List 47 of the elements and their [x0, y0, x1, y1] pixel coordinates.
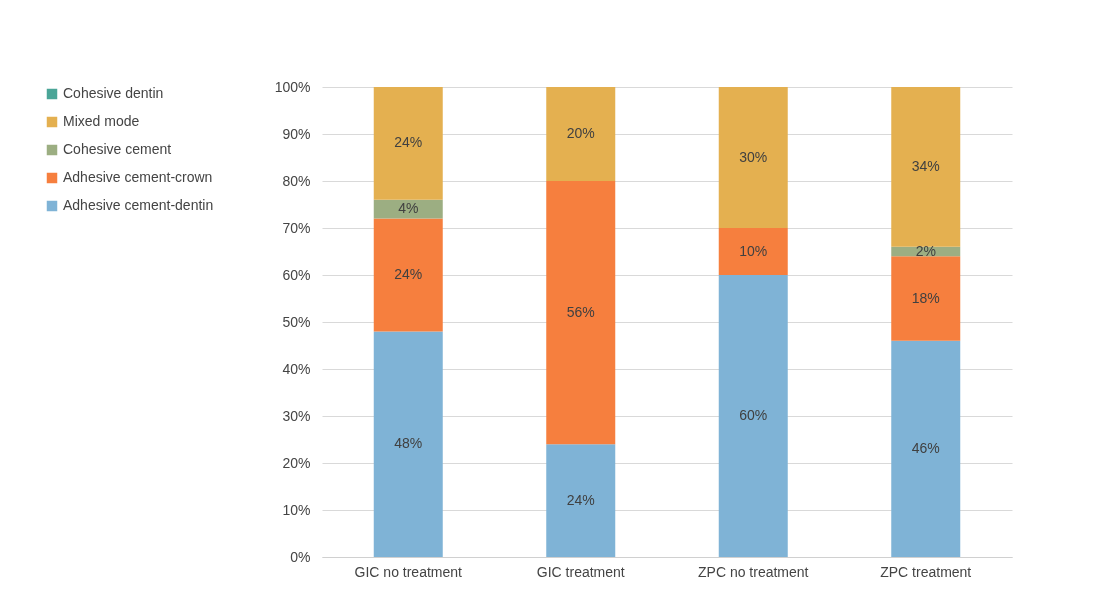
bar — [546, 181, 616, 445]
y-tick-label: 60% — [282, 266, 311, 283]
data-label: 2% — [915, 242, 936, 259]
data-label: 24% — [566, 491, 595, 508]
y-tick-label: 20% — [282, 454, 311, 471]
x-tick-label: ZPC no treatment — [698, 563, 809, 580]
bar — [373, 87, 443, 200]
data-label: 20% — [566, 125, 595, 141]
bar — [891, 256, 961, 341]
y-tick-label: 30% — [282, 407, 311, 424]
y-tick-label: 50% — [282, 313, 311, 330]
data-label: 56% — [566, 303, 595, 320]
data-label: 18% — [911, 289, 940, 306]
bar — [891, 87, 961, 247]
y-tick-label: 0% — [290, 548, 311, 565]
x-tick-label: GIC treatment — [536, 563, 625, 580]
data-label: 30% — [739, 148, 768, 165]
y-tick-label: 80% — [282, 172, 311, 189]
bar — [718, 275, 788, 557]
bar — [718, 228, 788, 275]
data-label: 34% — [911, 157, 940, 174]
legend-label: Adhesive cement-dentin — [63, 197, 214, 213]
x-tick-label: ZPC treatment — [880, 563, 972, 580]
legend-label: Cohesive dentin — [63, 85, 164, 101]
data-label: 24% — [394, 266, 423, 282]
data-label: 24% — [394, 134, 423, 151]
y-tick-label: 90% — [282, 125, 311, 142]
y-tick-label: 10% — [282, 501, 311, 518]
bar — [546, 87, 616, 181]
legend-label: Cohesive cement — [63, 141, 172, 157]
data-label: 48% — [394, 435, 423, 452]
data-label: 46% — [911, 439, 940, 456]
bar — [373, 218, 443, 332]
x-tick-label: GIC no treatment — [354, 563, 463, 580]
data-label: 60% — [739, 407, 768, 423]
data-label: 10% — [739, 242, 768, 259]
bar — [546, 444, 616, 557]
data-label: 4% — [398, 200, 419, 217]
y-tick-label: 100% — [274, 78, 311, 95]
bar — [373, 331, 443, 557]
bar — [718, 87, 788, 228]
y-tick-label: 70% — [282, 219, 311, 236]
bar — [891, 340, 961, 557]
bar — [373, 199, 443, 219]
legend-label: Adhesive cement-crown — [63, 169, 213, 185]
y-tick-label: 40% — [282, 360, 311, 377]
legend-label: Mixed mode — [63, 113, 140, 129]
